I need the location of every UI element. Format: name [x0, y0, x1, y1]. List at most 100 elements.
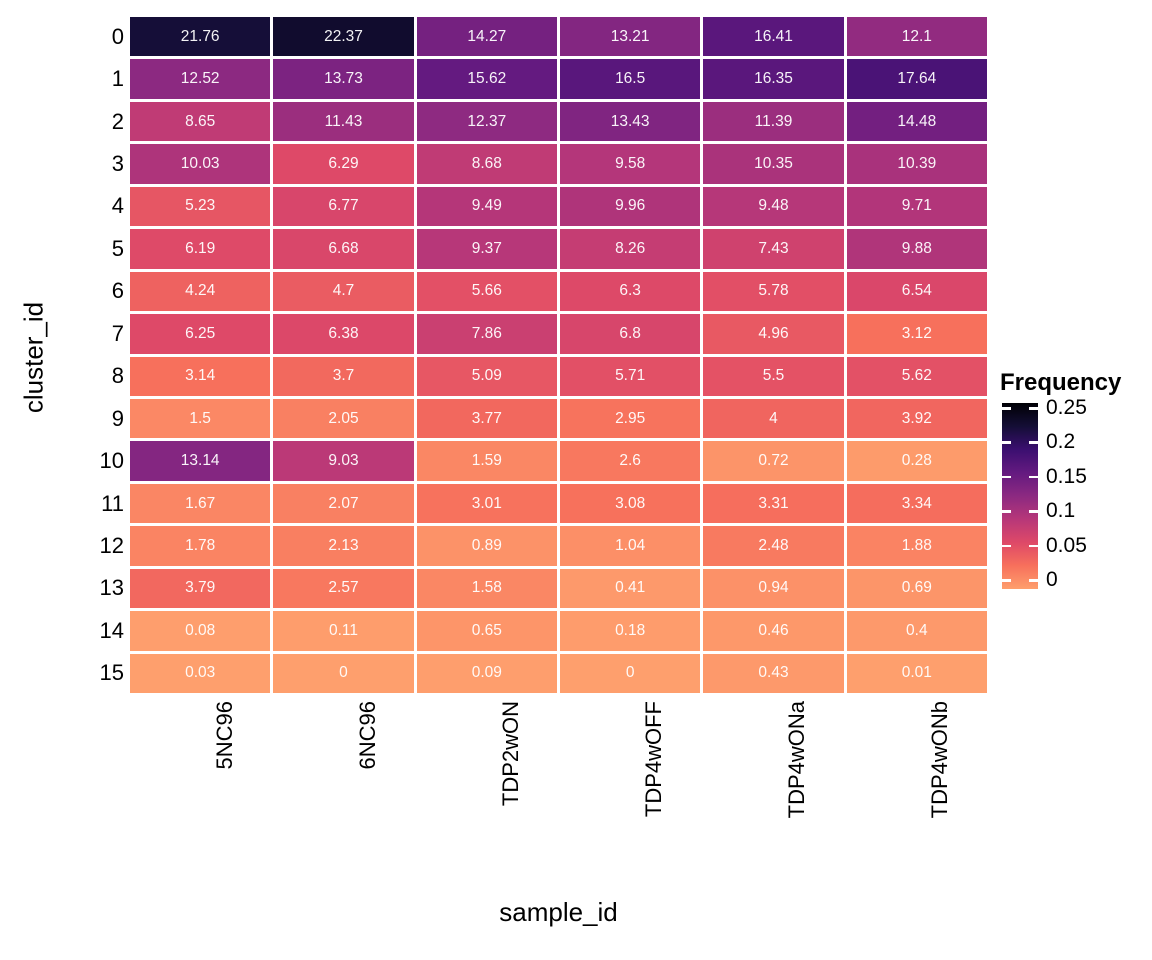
heatmap-cell: 12.52	[130, 59, 271, 99]
heatmap-cell: 6.68	[273, 229, 414, 269]
heatmap-cell: 1.58	[416, 568, 557, 609]
heatmap-cell: 8.26	[559, 229, 701, 269]
heatmap-cell: 3.34	[846, 483, 987, 524]
y-axis-tick-labels: 0 1 2 3 4 5 6 7 8 9 10 11 12 13 14 15	[0, 17, 124, 693]
y-tick-label-8: 8	[111, 363, 124, 389]
legend-tick-mark	[1029, 544, 1038, 548]
heatmap-cell: 6.25	[130, 314, 271, 354]
heatmap-cell: 21.76	[130, 17, 271, 57]
legend-tick-mark	[1002, 407, 1011, 410]
heatmap-cell: 0	[559, 653, 701, 693]
heatmap-cell: 3.08	[559, 483, 701, 524]
heatmap-cell: 3.79	[130, 568, 271, 609]
heatmap-cell: 2.57	[273, 568, 414, 609]
heatmap-cell: 1.04	[559, 526, 701, 566]
heatmap-cell: 7.43	[703, 229, 844, 269]
heatmap-cell: 3.31	[703, 483, 844, 524]
legend-tick-mark	[1002, 510, 1011, 513]
heatmap-cell: 4.24	[130, 271, 271, 312]
heatmap-cell: 13.73	[273, 59, 414, 99]
heatmap-cell: 5.66	[416, 271, 557, 312]
heatmap-cell: 0.72	[703, 441, 844, 481]
heatmap-cell: 0.65	[416, 611, 557, 651]
heatmap-cell: 0.69	[846, 568, 987, 609]
x-axis-title: sample_id	[499, 897, 618, 927]
legend-tick-mark	[1002, 441, 1011, 444]
legend-title: Frequency	[1000, 369, 1122, 396]
heatmap-cell: 1.67	[130, 483, 271, 524]
y-tick-label-14: 14	[99, 617, 124, 643]
heatmap-cell: 5.78	[703, 271, 844, 312]
heatmap-cell: 4.7	[273, 271, 414, 312]
heatmap-cell: 5.71	[559, 356, 701, 396]
legend-tick-mark	[1029, 475, 1038, 479]
heatmap-cell: 14.27	[416, 17, 557, 57]
y-tick-label-6: 6	[111, 278, 124, 304]
heatmap-cell: 6.19	[130, 229, 271, 269]
heatmap-cell: 11.39	[703, 101, 844, 142]
y-tick-label-1: 1	[111, 66, 124, 92]
heatmap-cell: 9.49	[416, 186, 557, 227]
heatmap-cell: 2.07	[273, 483, 414, 524]
heatmap-cell: 13.14	[130, 441, 271, 481]
heatmap-cell: 0.43	[703, 653, 844, 693]
y-tick-label-0: 0	[111, 23, 124, 49]
heatmap-cell: 3.14	[130, 356, 271, 396]
heatmap-cell: 2.13	[273, 526, 414, 566]
y-tick-label-4: 4	[111, 193, 124, 219]
heatmap-cell: 13.43	[559, 101, 701, 142]
heatmap-cell: 0	[273, 653, 414, 693]
heatmap-cell: 9.03	[273, 441, 414, 481]
heatmap-cell: 8.65	[130, 101, 271, 142]
heatmap-cell: 12.37	[416, 101, 557, 142]
heatmap-cell: 2.95	[559, 398, 701, 439]
heatmap-cell: 22.37	[273, 17, 414, 57]
x-tick-label-6NC96: 6NC96	[355, 701, 381, 770]
y-tick-label-3: 3	[111, 151, 124, 177]
heatmap-cell: 17.64	[846, 59, 987, 99]
heatmap-cell: 0.89	[416, 526, 557, 566]
legend-tick-mark	[1002, 544, 1011, 548]
heatmap-cell: 1.88	[846, 526, 987, 566]
heatmap-cell: 1.59	[416, 441, 557, 481]
heatmap-cell: 0.94	[703, 568, 844, 609]
x-tick-label-TDP4wOFF: TDP4wOFF	[640, 701, 666, 818]
heatmap-cell: 0.01	[846, 653, 987, 693]
heatmap-cell: 0.46	[703, 611, 844, 651]
heatmap-cell: 5.09	[416, 356, 557, 396]
legend-tick-label-0.25: 0.25	[1046, 396, 1087, 419]
heatmap-cell: 9.88	[846, 229, 987, 269]
heatmap-cell: 3.77	[416, 398, 557, 439]
heatmap-cell: 7.86	[416, 314, 557, 354]
heatmap-cell: 0.08	[130, 611, 271, 651]
heatmap-cell: 9.48	[703, 186, 844, 227]
legend-tick-label-0: 0	[1046, 568, 1058, 591]
heatmap-cell: 9.96	[559, 186, 701, 227]
heatmap-cell: 0.03	[130, 653, 271, 693]
heatmap-cell: 16.35	[703, 59, 844, 99]
heatmap-cell: 6.54	[846, 271, 987, 312]
x-tick-label-TDP2wON: TDP2wON	[498, 701, 524, 807]
heatmap-cell: 9.37	[416, 229, 557, 269]
heatmap-cell: 11.43	[273, 101, 414, 142]
heatmap-grid: 21.76 22.37 14.27 13.21 16.41 12.1 12.52 13.73 1…	[130, 17, 987, 693]
heatmap-cell: 15.62	[416, 59, 557, 99]
heatmap-cell: 0.09	[416, 653, 557, 693]
x-tick-label-TDP4wONb: TDP4wONb	[926, 701, 952, 819]
heatmap-cell: 4	[703, 398, 844, 439]
heatmap-cell: 1.5	[130, 398, 271, 439]
heatmap-cell: 2.05	[273, 398, 414, 439]
legend-tick-label-0.2: 0.2	[1046, 430, 1076, 454]
heatmap-cell: 3.7	[273, 356, 414, 396]
legend-tick-label-0.05: 0.05	[1046, 533, 1087, 557]
heatmap-cell: 9.58	[559, 144, 701, 184]
heatmap-cell: 0.18	[559, 611, 701, 651]
heatmap-cell: 16.41	[703, 17, 844, 57]
legend-tick-label-0.1: 0.1	[1046, 499, 1076, 523]
heatmap-cell: 1.78	[130, 526, 271, 566]
legend-tick-mark	[1029, 510, 1038, 513]
y-tick-label-5: 5	[111, 235, 124, 261]
y-tick-label-10: 10	[99, 448, 124, 474]
heatmap-cell: 3.12	[846, 314, 987, 354]
legend-colorbar	[1002, 403, 1038, 589]
